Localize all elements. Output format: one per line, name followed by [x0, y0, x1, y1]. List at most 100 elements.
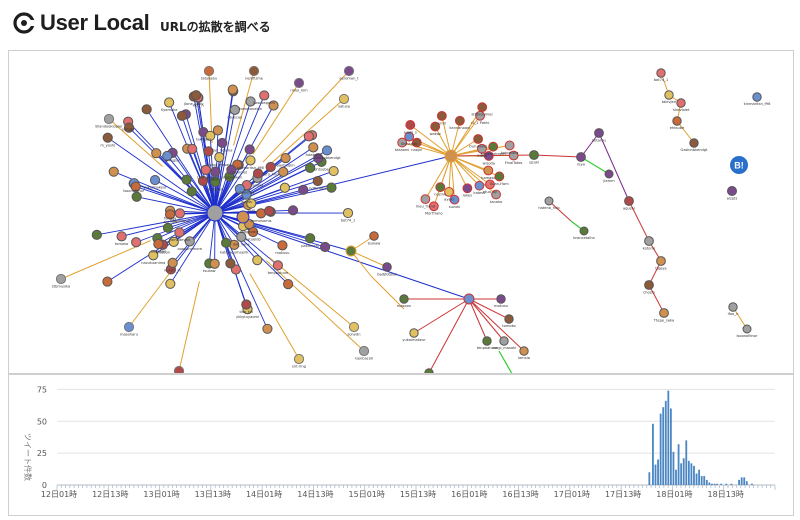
- user-avatar-node[interactable]: [676, 98, 686, 108]
- user-avatar-node[interactable]: [409, 328, 419, 338]
- user-avatar-node[interactable]: [477, 143, 487, 154]
- user-avatar-node[interactable]: [174, 208, 185, 219]
- user-avatar-node[interactable]: [424, 368, 434, 373]
- user-avatar-node[interactable]: [151, 148, 162, 159]
- hatena-bookmark-badge[interactable]: B!: [730, 156, 748, 174]
- user-avatar-node[interactable]: [308, 142, 319, 153]
- user-avatar-node[interactable]: [420, 194, 431, 205]
- user-avatar-node[interactable]: [664, 90, 674, 100]
- user-avatar-node[interactable]: [272, 260, 283, 271]
- user-avatar-node[interactable]: [428, 201, 439, 212]
- user-avatar-node[interactable]: [326, 182, 337, 193]
- user-avatar-node[interactable]: [411, 137, 422, 148]
- user-avatar-node[interactable]: [108, 166, 119, 177]
- user-avatar-node[interactable]: [287, 205, 299, 216]
- user-avatar-node[interactable]: [504, 314, 514, 324]
- user-avatar-node[interactable]: [259, 90, 270, 101]
- user-avatar-node[interactable]: [209, 258, 220, 269]
- user-avatar-node[interactable]: [210, 166, 221, 177]
- user-avatar-node[interactable]: [689, 138, 699, 148]
- user-avatar-node[interactable]: [436, 110, 447, 121]
- user-avatar-node[interactable]: [167, 257, 178, 268]
- user-avatar-node[interactable]: [604, 169, 614, 179]
- user-avatar-node[interactable]: [91, 229, 102, 240]
- user-avatar-node[interactable]: [252, 255, 263, 266]
- user-avatar-node[interactable]: [174, 227, 185, 238]
- user-avatar-node[interactable]: [499, 336, 509, 346]
- user-avatar-node[interactable]: [173, 365, 185, 373]
- user-avatar-node[interactable]: [496, 294, 506, 304]
- user-avatar-node[interactable]: [149, 174, 161, 186]
- user-avatar-node[interactable]: [752, 92, 762, 102]
- user-avatar-node[interactable]: [279, 182, 290, 193]
- user-avatar-node[interactable]: [728, 302, 738, 312]
- bookmark-icon[interactable]: [730, 156, 748, 174]
- center-hub-node[interactable]: [444, 149, 458, 163]
- user-avatar-node[interactable]: [342, 207, 354, 219]
- user-avatar-node[interactable]: [328, 165, 339, 177]
- user-avatar-node[interactable]: [153, 238, 164, 250]
- user-avatar-node[interactable]: [191, 90, 202, 101]
- user-avatar-node[interactable]: [265, 161, 276, 173]
- hub-secondary-node[interactable]: [236, 210, 250, 224]
- user-avatar-node[interactable]: [298, 184, 309, 195]
- user-avatar-node[interactable]: [494, 171, 505, 182]
- user-avatar-node[interactable]: [397, 137, 408, 148]
- user-avatar-node[interactable]: [404, 131, 415, 142]
- diffusion-graph-panel[interactable]: bot74_1 takivjeri hiroviolet ehtsube Gaskinb…: [8, 50, 794, 374]
- user-avatar-node[interactable]: [488, 141, 499, 152]
- user-avatar-node[interactable]: [303, 131, 314, 142]
- user-avatar-node[interactable]: [280, 152, 291, 164]
- user-avatar-node[interactable]: [162, 222, 174, 233]
- user-avatar-node[interactable]: [321, 145, 333, 156]
- user-avatar-node[interactable]: [477, 102, 488, 113]
- user-avatar-node[interactable]: [594, 128, 604, 138]
- user-avatar-node[interactable]: [727, 186, 737, 196]
- user-avatar-node[interactable]: [203, 65, 215, 77]
- user-avatar-node[interactable]: [382, 262, 392, 272]
- user-avatar-node[interactable]: [576, 152, 586, 162]
- user-avatar-node[interactable]: [278, 166, 289, 177]
- user-avatar-node[interactable]: [55, 273, 67, 285]
- user-avatar-node[interactable]: [234, 183, 245, 195]
- user-avatar-node[interactable]: [659, 308, 669, 318]
- user-avatar-node[interactable]: [123, 122, 135, 133]
- user-avatar-node[interactable]: [262, 323, 273, 334]
- user-avatar-node[interactable]: [116, 231, 127, 242]
- user-avatar-node[interactable]: [268, 100, 279, 111]
- user-avatar-node[interactable]: [221, 237, 232, 248]
- user-avatar-node[interactable]: [131, 237, 142, 248]
- user-avatar-node[interactable]: [283, 279, 294, 290]
- user-avatar-node[interactable]: [656, 256, 666, 266]
- user-avatar-node[interactable]: [312, 175, 323, 187]
- user-avatar-node[interactable]: [197, 175, 209, 187]
- user-avatar-node[interactable]: [130, 181, 141, 192]
- user-avatar-node[interactable]: [656, 68, 666, 78]
- user-avatar-node[interactable]: [519, 346, 529, 356]
- user-avatar-node[interactable]: [435, 182, 446, 193]
- user-avatar-node[interactable]: [462, 183, 473, 194]
- user-avatar-node[interactable]: [483, 151, 494, 161]
- user-avatar-node[interactable]: [252, 168, 264, 179]
- user-avatar-node[interactable]: [200, 164, 211, 175]
- user-avatar-node[interactable]: [217, 137, 228, 149]
- user-avatar-node[interactable]: [186, 186, 197, 197]
- user-avatar-node[interactable]: [508, 150, 519, 161]
- user-avatar-node[interactable]: [313, 153, 324, 164]
- user-avatar-node[interactable]: [358, 345, 370, 357]
- user-avatar-node[interactable]: [444, 186, 454, 197]
- user-avatar-node[interactable]: [164, 209, 176, 220]
- user-avatar-node[interactable]: [248, 65, 260, 77]
- logo[interactable]: User Local: [12, 10, 150, 36]
- user-avatar-node[interactable]: [529, 150, 539, 160]
- user-avatar-node[interactable]: [624, 196, 634, 206]
- user-avatar-node[interactable]: [579, 226, 589, 236]
- user-avatar-node[interactable]: [405, 120, 416, 130]
- user-avatar-node[interactable]: [181, 174, 192, 185]
- user-avatar-node[interactable]: [148, 250, 159, 261]
- user-avatar-node[interactable]: [212, 125, 224, 136]
- user-avatar-node[interactable]: [214, 152, 225, 163]
- user-avatar-node[interactable]: [162, 150, 173, 162]
- user-avatar-node[interactable]: [203, 146, 214, 157]
- user-avatar-node[interactable]: [672, 116, 682, 126]
